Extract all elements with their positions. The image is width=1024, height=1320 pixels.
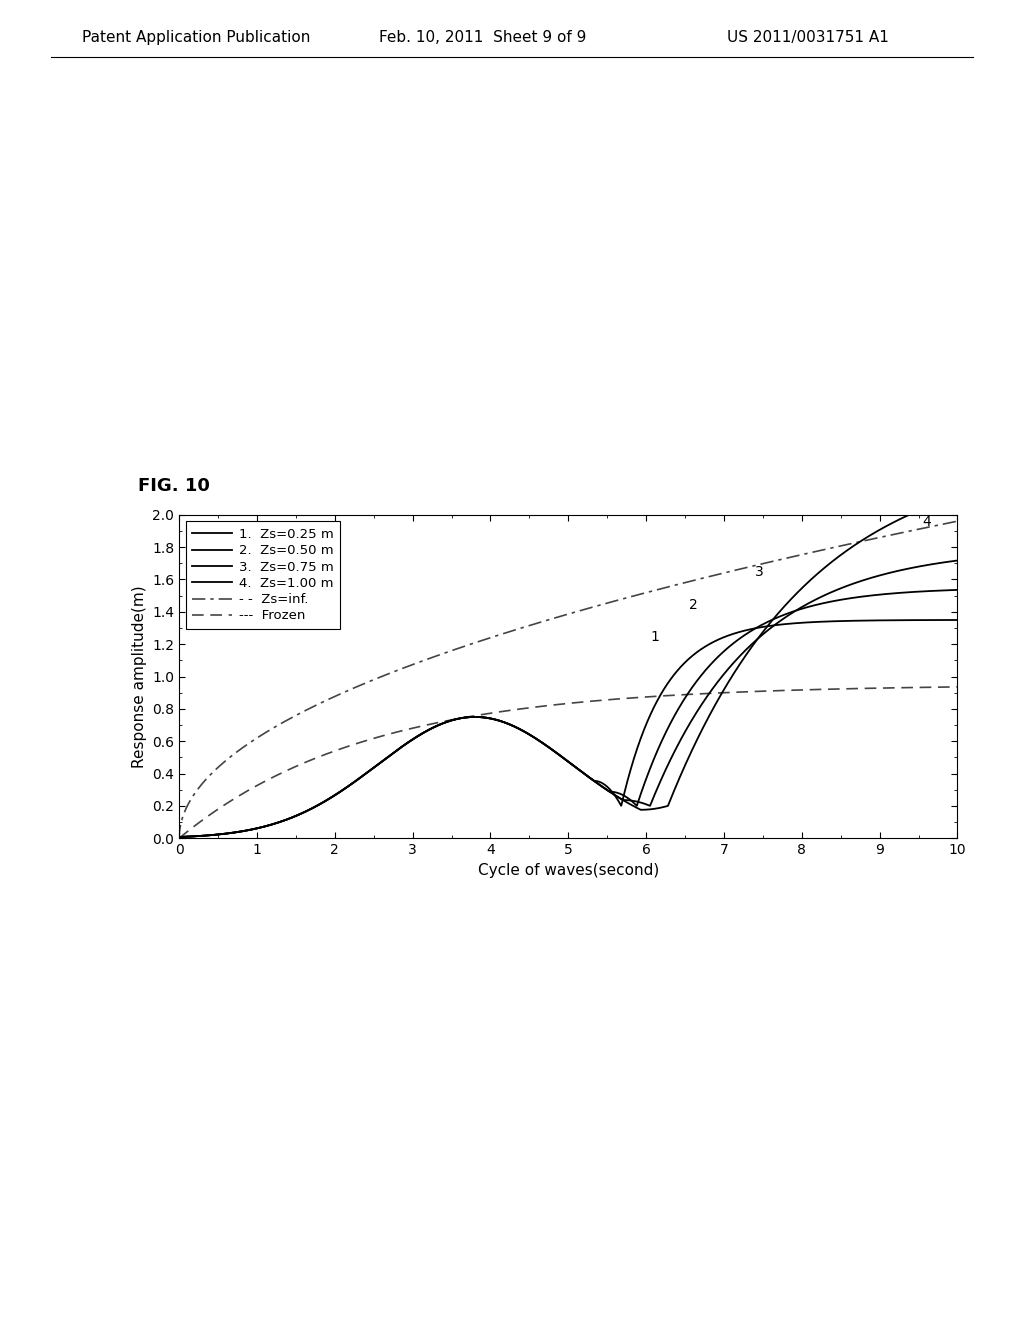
Y-axis label: Response amplitude(m): Response amplitude(m) — [132, 585, 146, 768]
Text: 3: 3 — [755, 565, 764, 579]
Text: FIG. 10: FIG. 10 — [138, 477, 210, 495]
Legend: 1.  Zs=0.25 m, 2.  Zs=0.50 m, 3.  Zs=0.75 m, 4.  Zs=1.00 m, - -  Zs=inf., ---  F: 1. Zs=0.25 m, 2. Zs=0.50 m, 3. Zs=0.75 m… — [185, 521, 340, 630]
Text: US 2011/0031751 A1: US 2011/0031751 A1 — [727, 30, 889, 45]
Text: 1: 1 — [650, 630, 658, 644]
Text: 4: 4 — [923, 515, 931, 529]
Text: Patent Application Publication: Patent Application Publication — [82, 30, 310, 45]
X-axis label: Cycle of waves(second): Cycle of waves(second) — [477, 862, 659, 878]
Text: Feb. 10, 2011  Sheet 9 of 9: Feb. 10, 2011 Sheet 9 of 9 — [379, 30, 587, 45]
Text: 2: 2 — [689, 598, 697, 611]
